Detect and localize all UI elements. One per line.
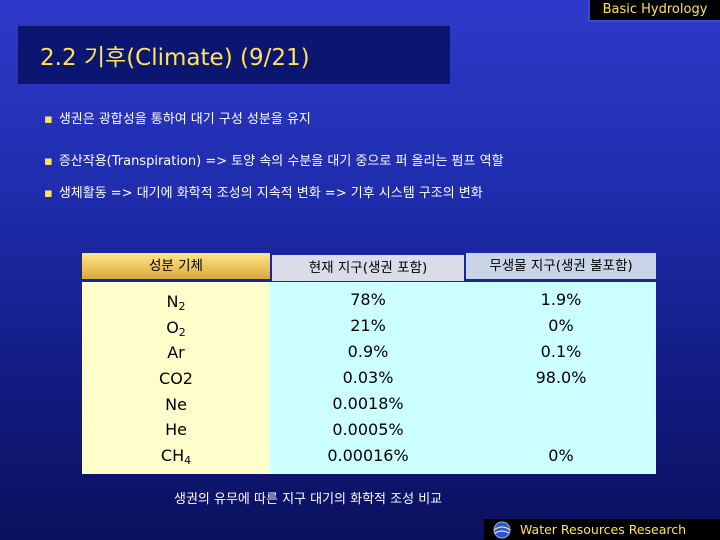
value-cell: 98.0% xyxy=(535,368,587,387)
gas-cell: CO2 xyxy=(159,369,193,388)
value-cell: 0.0005% xyxy=(332,420,404,439)
value-cell: 0.00016% xyxy=(327,446,409,465)
bullet-text: 생권은 광합성을 통하여 대기 구성 성분을 유지 xyxy=(58,112,311,127)
page-title: 2.2 기후(Climate) (9/21) xyxy=(40,45,310,71)
value-cell xyxy=(466,418,656,442)
bullet-item: ▪ 생권은 광합성을 통하여 대기 구성 성분을 유지 xyxy=(44,108,311,127)
gas-column: N2 O2 Ar CO2 Ne He CH4 xyxy=(82,282,270,474)
globe-logo-icon xyxy=(493,521,511,539)
course-label: Basic Hydrology xyxy=(588,0,720,22)
value-cell: 21% xyxy=(350,316,386,335)
bullet-marker-icon: ▪ xyxy=(44,154,53,169)
bullet-text: 증산작용(Transpiration) => 토양 속의 수분을 대기 중으로 … xyxy=(58,154,504,169)
value-cell: 1.9% xyxy=(540,290,582,309)
gas-cell: He xyxy=(165,420,187,439)
bullet-item: ▪ 증산작용(Transpiration) => 토양 속의 수분을 대기 중으로… xyxy=(44,150,504,169)
gas-cell: Ar xyxy=(167,343,185,362)
abiotic-earth-column: 1.9% 0% 0.1% 98.0% 0% xyxy=(466,282,656,474)
gas-cell: CH4 xyxy=(160,446,192,467)
bullet-marker-icon: ▪ xyxy=(44,112,53,127)
bullet-marker-icon: ▪ xyxy=(44,186,53,201)
value-cell: 0.03% xyxy=(342,368,394,387)
gas-cell: O2 xyxy=(166,318,186,339)
header-current-earth: 현재 지구(생권 포함) xyxy=(272,255,464,281)
bullet-text: 생체활동 => 대기에 화학적 조성의 지속적 변화 => 기후 시스템 구조의… xyxy=(58,186,483,201)
value-cell xyxy=(466,392,656,416)
gas-cell: Ne xyxy=(165,395,187,414)
value-cell: 0% xyxy=(548,316,574,335)
table-caption: 생권의 유무에 따른 지구 대기의 화학적 조성 비교 xyxy=(174,492,443,507)
value-cell: 0.0018% xyxy=(332,394,404,413)
value-cell: 78% xyxy=(350,290,386,309)
title-box: 2.2 기후(Climate) (9/21) xyxy=(18,26,450,84)
footer-bar: Water Resources Research xyxy=(484,519,720,540)
footer-text: Water Resources Research xyxy=(520,522,687,537)
header-abiotic-earth: 무생물 지구(생권 불포함) xyxy=(466,253,656,279)
value-cell: 0.1% xyxy=(540,342,582,361)
value-cell: 0.9% xyxy=(347,342,389,361)
header-gas: 성분 기체 xyxy=(82,253,270,279)
gas-cell: N2 xyxy=(166,292,186,313)
current-earth-column: 78% 21% 0.9% 0.03% 0.0018% 0.0005% 0.000… xyxy=(270,282,466,474)
bullet-item: ▪ 생체활동 => 대기에 화학적 조성의 지속적 변화 => 기후 시스템 구조… xyxy=(44,182,483,201)
value-cell: 0% xyxy=(548,446,574,465)
